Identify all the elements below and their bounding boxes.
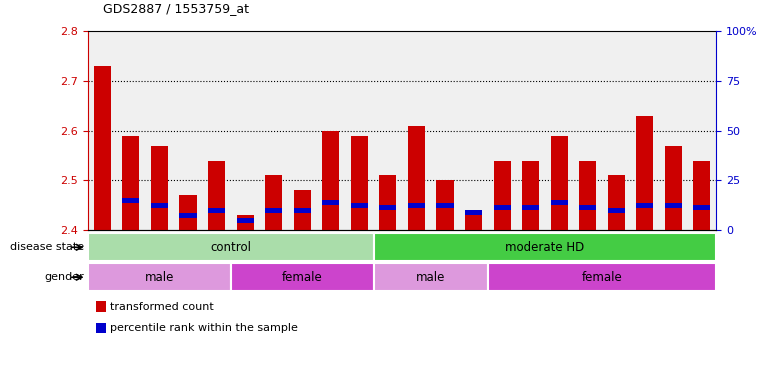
Bar [237, 215, 254, 230]
Bar [351, 203, 368, 208]
Text: gender: gender [44, 272, 84, 282]
Bar [151, 203, 168, 208]
Bar [551, 200, 568, 205]
Bar [179, 213, 197, 218]
Bar [408, 126, 425, 230]
Bar [322, 200, 339, 205]
Bar [374, 263, 488, 291]
Bar [231, 263, 374, 291]
Bar [351, 136, 368, 230]
Bar [208, 161, 225, 230]
Text: moderate HD: moderate HD [506, 241, 584, 254]
Bar [123, 136, 139, 230]
Bar [465, 215, 482, 230]
Bar [379, 175, 397, 230]
Bar [493, 205, 511, 210]
Bar [693, 205, 711, 210]
Text: female: female [581, 271, 623, 284]
Text: female: female [282, 271, 322, 284]
Bar [607, 208, 625, 213]
Bar [551, 136, 568, 230]
Bar [693, 161, 711, 230]
Bar [665, 203, 682, 208]
Bar [265, 175, 282, 230]
Bar [379, 205, 397, 210]
Bar [208, 208, 225, 213]
Text: transformed count: transformed count [110, 302, 213, 312]
Bar [493, 161, 511, 230]
Bar [437, 180, 453, 230]
Text: percentile rank within the sample: percentile rank within the sample [110, 323, 297, 333]
Bar [579, 205, 596, 210]
Bar [88, 263, 231, 291]
Bar [151, 146, 168, 230]
Bar [465, 210, 482, 215]
Bar [607, 175, 625, 230]
Bar [237, 218, 254, 223]
Bar [322, 131, 339, 230]
Bar [374, 233, 716, 261]
Bar [637, 203, 653, 208]
Text: male: male [416, 271, 445, 284]
Bar [265, 208, 282, 213]
Bar [637, 116, 653, 230]
Bar [123, 198, 139, 203]
Bar [88, 233, 374, 261]
Bar [437, 203, 453, 208]
Bar [488, 263, 716, 291]
Bar [522, 161, 539, 230]
Bar [293, 208, 311, 213]
Bar [293, 190, 311, 230]
Bar [522, 205, 539, 210]
Bar [408, 203, 425, 208]
Bar [93, 66, 111, 230]
Bar [179, 195, 197, 230]
Bar [579, 161, 596, 230]
Text: disease state: disease state [10, 242, 84, 252]
Bar [665, 146, 682, 230]
Text: GDS2887 / 1553759_at: GDS2887 / 1553759_at [103, 2, 250, 15]
Text: control: control [211, 241, 251, 254]
Text: male: male [145, 271, 174, 284]
